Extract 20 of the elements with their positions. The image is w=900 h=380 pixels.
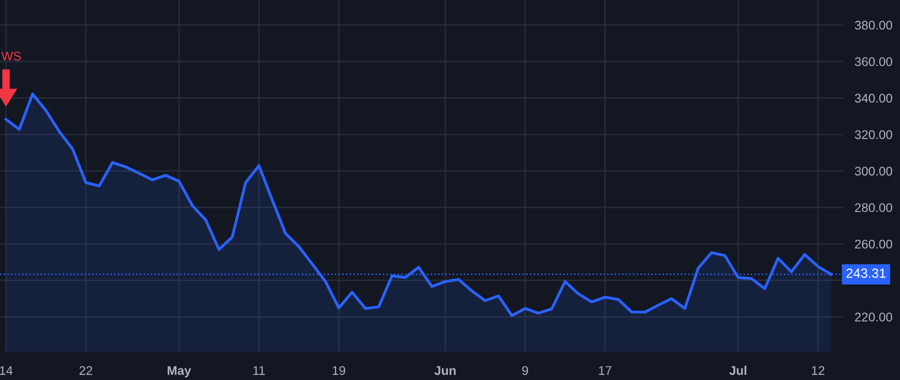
y-tick-label: 320.00: [854, 130, 892, 140]
x-tick-label: 14: [0, 366, 13, 375]
y-tick-label: 280.00: [855, 203, 892, 212]
x-tick-label: 17: [599, 366, 612, 375]
annotation: WS: [1, 52, 21, 61]
y-tick-label: 260.00: [855, 240, 892, 249]
x-tick-label: May: [168, 366, 192, 378]
x-tick-label: 19: [332, 366, 346, 375]
y-tick-label: 220.00: [855, 312, 892, 322]
x-tick-label: 9: [522, 366, 528, 375]
y-tick-label: 360.00: [854, 57, 892, 66]
y-tick-label: 340.00: [854, 94, 892, 103]
x-tick-label: 22: [80, 366, 92, 375]
x-tick-label: 11: [253, 366, 265, 375]
x-tick-label: Jul: [729, 366, 746, 375]
x-tick-label: Jun: [434, 366, 456, 375]
x-tick-label: 12: [812, 366, 824, 375]
y-tick-label: 300.00: [854, 166, 892, 176]
y-tick-label: 380.00: [854, 20, 892, 30]
ref-line-label: 243.31: [846, 268, 886, 278]
